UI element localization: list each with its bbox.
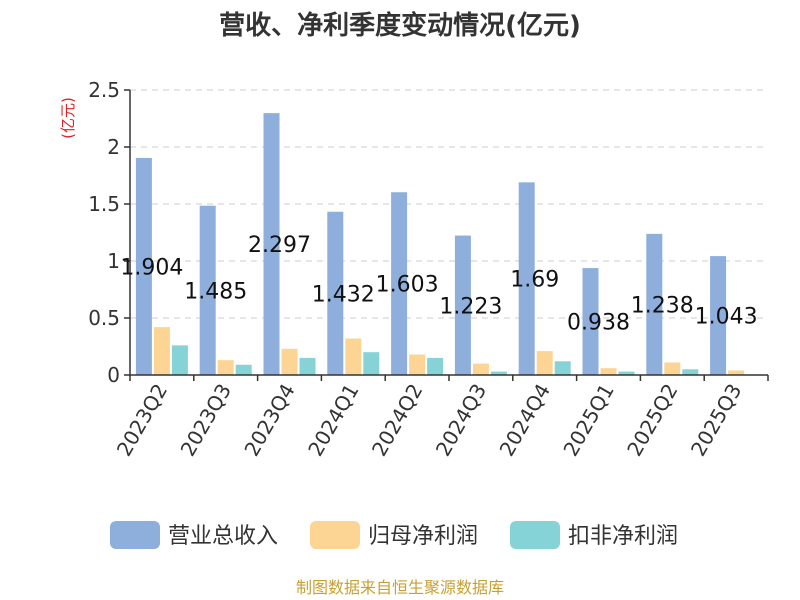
data-label: 1.904 [120, 255, 183, 280]
bar-1 [518, 182, 535, 375]
bar-3 [618, 371, 635, 375]
x-tick-label: 2025Q2 [622, 380, 682, 461]
data-label: 1.485 [184, 279, 247, 304]
y-tick-label: 0.5 [88, 306, 120, 330]
legend-swatch-3 [510, 521, 560, 549]
legend-label-1: 营业总收入 [168, 524, 278, 549]
y-tick-label: 2.5 [88, 78, 120, 102]
y-tick-label: 2 [107, 135, 120, 159]
data-label: 1.238 [631, 293, 694, 318]
bar-2 [472, 363, 489, 375]
chart-title: 营收、净利季度变动情况(亿元) [219, 10, 581, 41]
bar-2 [536, 351, 553, 375]
x-tick-label: 2024Q3 [431, 380, 491, 461]
bar-3 [427, 357, 444, 375]
x-tick-label: 2025Q3 [686, 380, 746, 461]
bars [135, 113, 745, 375]
bar-1 [582, 268, 599, 375]
bar-3 [682, 369, 699, 375]
x-tick-label: 2024Q2 [367, 380, 427, 461]
bar-2 [728, 370, 745, 375]
x-tick-label: 2024Q1 [303, 380, 363, 461]
bar-2 [600, 368, 617, 375]
bar-3 [235, 364, 252, 375]
legend-label-3: 扣非净利润 [568, 524, 678, 549]
legend-swatch-1 [110, 521, 160, 549]
bar-1 [646, 233, 663, 375]
data-label: 2.297 [248, 233, 311, 258]
bar-2 [217, 360, 234, 375]
bar-2 [664, 362, 681, 375]
data-label: 1.603 [376, 273, 439, 298]
bar-1 [135, 157, 152, 375]
bar-3 [171, 345, 188, 375]
data-label: 1.043 [695, 305, 758, 330]
source-note: 制图数据来自恒生聚源数据库 [296, 578, 504, 597]
x-tick-label: 2023Q3 [176, 380, 236, 461]
x-tick-label: 2023Q4 [239, 380, 299, 461]
bar-3 [554, 361, 571, 375]
data-label: 1.69 [510, 268, 559, 293]
legend-swatch-2 [310, 521, 360, 549]
y-tick-label: 0 [107, 363, 120, 387]
x-tick-label: 2024Q4 [495, 380, 555, 461]
legend: 营业总收入 归母净利润 扣非净利润 [110, 521, 678, 549]
x-tick-label: 2023Q2 [112, 380, 172, 461]
legend-label-2: 归母净利润 [368, 524, 478, 549]
data-label: 1.223 [439, 294, 502, 319]
x-tick-label: 2025Q1 [558, 380, 618, 461]
bar-1 [327, 211, 344, 375]
data-label: 0.938 [567, 311, 630, 336]
bar-1 [710, 256, 727, 375]
bar-1 [199, 205, 216, 375]
bar-2 [345, 338, 362, 375]
bar-3 [490, 371, 507, 375]
y-tick-label: 1 [107, 249, 120, 273]
bar-2 [153, 327, 170, 375]
data-label: 1.432 [312, 282, 375, 307]
bar-2 [409, 354, 426, 375]
bar-3 [363, 352, 380, 375]
bar-2 [281, 348, 298, 375]
bar-1 [263, 113, 280, 375]
bar-3 [299, 357, 316, 375]
bar-1 [391, 192, 408, 375]
bar-1 [454, 235, 471, 375]
y-tick-label: 1.5 [88, 192, 120, 216]
y-axis-label: (亿元) [59, 97, 77, 139]
